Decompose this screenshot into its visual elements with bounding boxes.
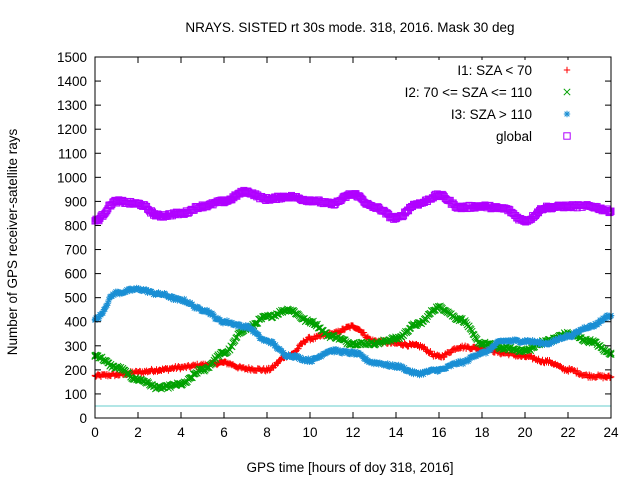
- x-tick-label: 16: [431, 425, 446, 440]
- series-4: [91, 186, 615, 226]
- trace-point: [226, 346, 234, 354]
- trace-point: [465, 322, 473, 330]
- trace-point: [255, 315, 263, 323]
- y-tick-label: 1500: [57, 50, 87, 65]
- legend-label: I2: 70 <= SZA <= 110: [405, 85, 532, 100]
- trace-point: [193, 369, 201, 377]
- legend: I1: SZA < 70 I2: 70 <= SZA <= 110 I3: SZA …: [372, 60, 584, 146]
- x-tick-label: 24: [603, 425, 619, 440]
- data-layer: [91, 186, 615, 393]
- x-tick-label: 18: [474, 425, 489, 440]
- x-tick-label: 2: [134, 425, 142, 440]
- y-tick-label: 0: [79, 411, 87, 426]
- x-axis-label: GPS time [hours of doy 318, 2016]: [246, 460, 453, 475]
- axes-layer: 0100200300400500600700800900100011001200…: [57, 50, 619, 440]
- legend-bg: [372, 104, 584, 124]
- y-tick-label: 600: [64, 267, 87, 282]
- legend-label: global: [496, 129, 532, 144]
- trace-point: [574, 367, 581, 374]
- y-tick-label: 200: [64, 363, 87, 378]
- trace-point: [606, 209, 614, 217]
- x-tick-label: 4: [177, 425, 185, 440]
- y-tick-label: 700: [64, 243, 87, 258]
- series-3: [91, 284, 615, 379]
- trace-point: [351, 341, 359, 349]
- legend-marker: [563, 110, 571, 118]
- trace-point: [210, 356, 218, 364]
- legend-bg: [372, 126, 584, 146]
- trace-point: [295, 345, 302, 352]
- x-tick-label: 12: [345, 425, 360, 440]
- legend-bg: [372, 82, 584, 102]
- legend-bg: [372, 60, 584, 80]
- y-tick-label: 1200: [57, 122, 87, 137]
- y-tick-label: 300: [64, 339, 87, 354]
- y-tick-label: 100: [64, 387, 87, 402]
- trace-point: [606, 350, 614, 358]
- x-tick-label: 22: [560, 425, 575, 440]
- legend-marker: [563, 132, 571, 140]
- x-tick-label: 8: [263, 425, 271, 440]
- trace-point: [424, 346, 431, 354]
- legend-marker: [563, 88, 571, 96]
- y-tick-label: 1400: [57, 74, 87, 89]
- trace-point: [199, 365, 207, 373]
- y-tick-label: 1000: [57, 170, 87, 185]
- trace-point: [606, 374, 614, 381]
- y-axis-label: Number of GPS receiver-satellite rays: [5, 128, 20, 355]
- legend-label: I1: SZA < 70: [457, 63, 532, 78]
- trace-point: [389, 333, 397, 342]
- y-tick-label: 400: [64, 315, 87, 330]
- x-tick-label: 0: [91, 425, 99, 440]
- x-tick-label: 10: [302, 425, 317, 440]
- series-2: [91, 302, 615, 393]
- trace-point: [467, 325, 475, 334]
- trace-point: [205, 364, 213, 372]
- trace-point: [277, 309, 285, 317]
- x-tick-label: 20: [517, 425, 532, 440]
- x-tick-label: 6: [220, 425, 228, 440]
- trace-point: [470, 331, 478, 339]
- trace-point: [372, 340, 380, 348]
- y-tick-label: 800: [64, 218, 87, 233]
- y-tick-label: 500: [64, 291, 87, 306]
- legend-label: I3: SZA > 110: [451, 107, 532, 122]
- trace-point: [360, 329, 368, 336]
- trace-point: [461, 317, 469, 325]
- legend-marker: [563, 66, 571, 74]
- x-tick-label: 14: [388, 425, 404, 440]
- trace-point: [427, 348, 434, 355]
- y-tick-label: 1300: [57, 98, 87, 113]
- y-tick-label: 1100: [58, 146, 87, 161]
- chart-title: NRAYS. SISTED rt 30s mode. 318, 2016. Ma…: [185, 20, 514, 35]
- trace-point: [410, 321, 419, 329]
- trace-point: [231, 336, 239, 345]
- y-tick-label: 900: [64, 194, 87, 209]
